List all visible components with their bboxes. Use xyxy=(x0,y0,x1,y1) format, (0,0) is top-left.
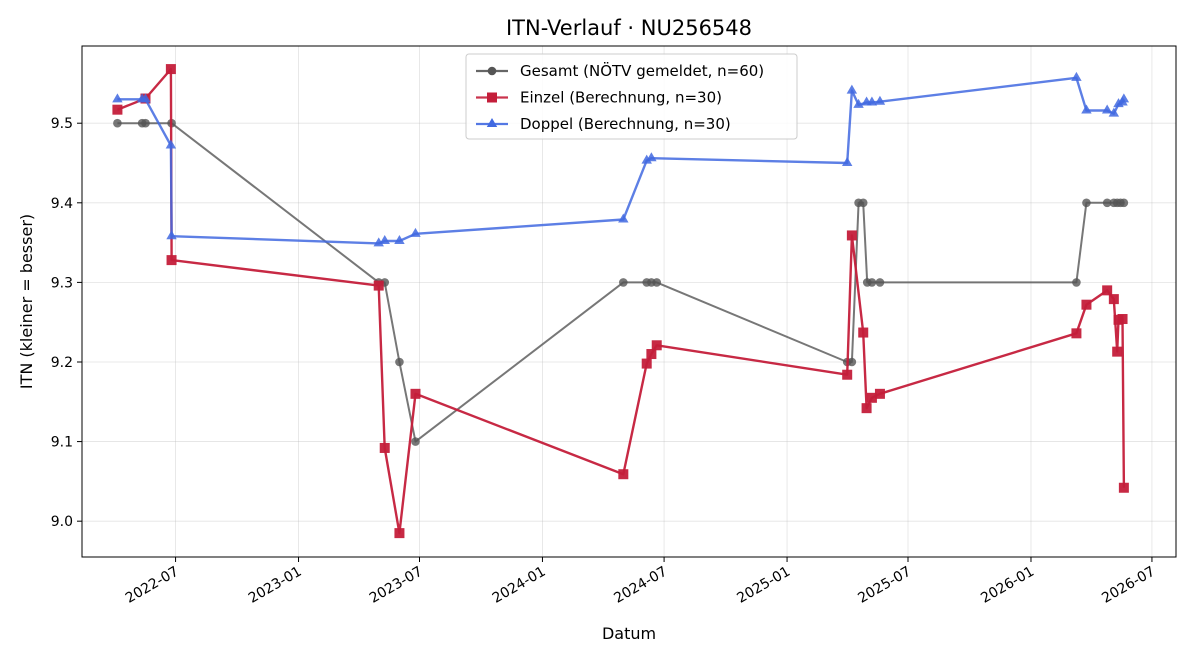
x-tick-label: 2025-07 xyxy=(855,564,914,607)
data-point xyxy=(1081,299,1092,310)
chart-title: ITN-Verlauf · NU256548 xyxy=(506,16,752,40)
data-point xyxy=(847,357,857,367)
data-point xyxy=(410,388,421,399)
data-point xyxy=(166,255,177,266)
data-point xyxy=(1118,482,1129,493)
data-point xyxy=(165,64,176,75)
data-point xyxy=(858,327,869,338)
data-point xyxy=(858,198,868,208)
data-point xyxy=(853,98,864,108)
data-point xyxy=(861,403,872,414)
data-point xyxy=(841,157,853,167)
data-point xyxy=(1071,328,1082,339)
x-tick-label: 2023-07 xyxy=(367,564,426,607)
legend-marker xyxy=(486,118,498,127)
x-tick-label: 2022-07 xyxy=(123,564,182,607)
axis-layer: 9.0 9.1 9.2 9.3 9.4 9.5 2022-07 2023-01 2023-07 2… xyxy=(51,116,1158,607)
legend-item: Einzel (Berechnung, n=30) xyxy=(476,89,722,107)
data-point xyxy=(1117,314,1128,325)
data-point xyxy=(842,369,853,380)
x-tick-label: 2024-07 xyxy=(611,564,670,607)
data-point xyxy=(1082,198,1091,208)
data-point xyxy=(1071,71,1082,81)
data-point xyxy=(866,96,878,106)
series-1 xyxy=(112,64,1129,539)
plot-frame xyxy=(81,45,1177,558)
legend-label: Einzel (Berechnung, n=30) xyxy=(520,89,722,107)
data-point xyxy=(112,104,123,115)
data-point xyxy=(141,118,150,128)
x-axis-title: Datum xyxy=(602,624,656,643)
y-tick-label: 9.4 xyxy=(51,196,73,212)
data-point xyxy=(1101,104,1113,114)
data-point xyxy=(1119,198,1129,208)
y-axis-title: ITN (kleiner = besser) xyxy=(17,214,36,389)
data-point xyxy=(1102,285,1113,296)
data-point xyxy=(867,278,877,287)
data-point xyxy=(1108,294,1119,305)
x-tick-label: 2026-01 xyxy=(978,564,1037,607)
data-point xyxy=(373,237,384,247)
data-point xyxy=(874,95,886,105)
x-tick-label: 2026-07 xyxy=(1099,564,1158,607)
data-point xyxy=(1112,346,1123,357)
legend: Gesamt (NÖTV gemeldet, n=60) Einzel (Bere… xyxy=(465,53,798,140)
legend-label: Gesamt (NÖTV gemeldet, n=60) xyxy=(520,61,764,80)
y-tick-label: 9.2 xyxy=(51,355,73,371)
y-tick-label: 9.0 xyxy=(51,514,73,530)
data-point xyxy=(874,388,885,399)
data-point xyxy=(1081,104,1092,114)
legend-label: Doppel (Berechnung, n=30) xyxy=(520,115,731,133)
data-point xyxy=(373,280,384,291)
y-tick-label: 9.1 xyxy=(51,435,73,451)
data-point xyxy=(394,235,405,245)
data-point xyxy=(1108,107,1120,117)
data-point xyxy=(394,528,405,539)
data-point xyxy=(379,235,390,245)
y-tick-label: 9.3 xyxy=(51,275,73,291)
data-point xyxy=(846,230,857,241)
x-tick-label: 2025-01 xyxy=(734,564,793,607)
data-point xyxy=(411,437,420,446)
legend-marker xyxy=(487,92,497,103)
data-point xyxy=(113,118,122,128)
data-point xyxy=(112,93,123,103)
data-point xyxy=(652,278,662,287)
data-point xyxy=(875,278,885,287)
data-point xyxy=(641,154,652,164)
x-tick-label: 2023-01 xyxy=(246,564,305,607)
data-point xyxy=(379,442,390,453)
data-point xyxy=(395,357,404,367)
legend-item: Doppel (Berechnung, n=30) xyxy=(476,115,731,133)
data-point xyxy=(846,84,858,94)
data-point xyxy=(646,152,657,162)
data-point xyxy=(618,213,629,223)
series-2 xyxy=(112,71,1130,247)
data-point xyxy=(619,278,628,287)
data-point xyxy=(1118,93,1130,103)
legend-item: Gesamt (NÖTV gemeldet, n=60) xyxy=(476,61,764,80)
legend-marker xyxy=(487,66,497,76)
series-layer xyxy=(112,64,1130,539)
data-point xyxy=(651,340,662,351)
data-point xyxy=(165,139,177,149)
legend-box xyxy=(465,53,798,140)
data-point xyxy=(166,230,177,240)
x-tick-label: 2024-01 xyxy=(490,564,549,607)
data-point xyxy=(866,392,877,403)
data-point xyxy=(1102,198,1112,208)
data-point xyxy=(410,227,421,237)
y-tick-label: 9.5 xyxy=(51,116,73,132)
data-point xyxy=(140,93,151,103)
data-point xyxy=(646,349,657,360)
data-point xyxy=(1072,278,1081,287)
data-point xyxy=(618,469,629,480)
data-point xyxy=(641,358,652,369)
